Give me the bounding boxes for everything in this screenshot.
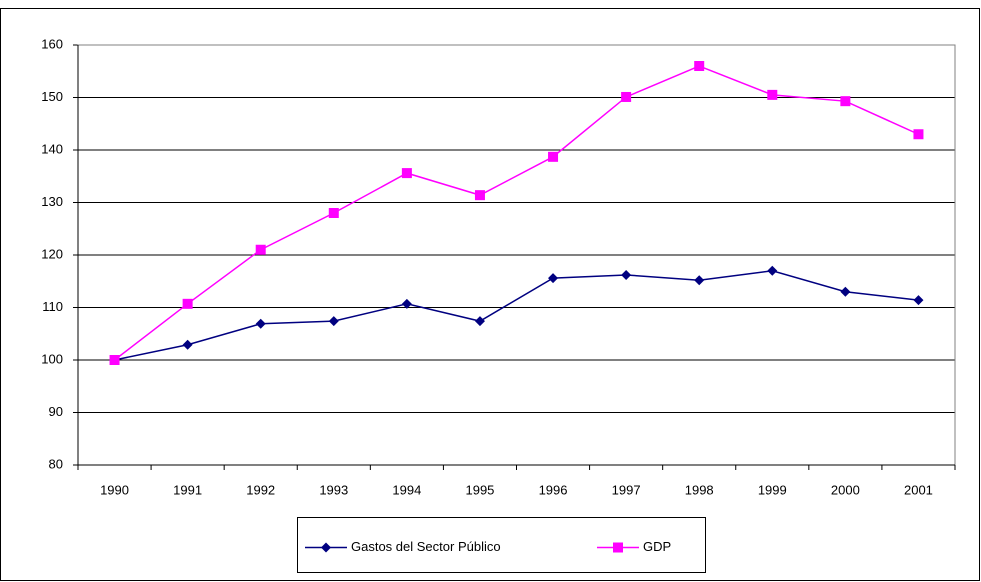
data-point xyxy=(255,244,266,255)
legend xyxy=(297,517,706,573)
x-tick-label: 1990 xyxy=(100,482,129,497)
y-tick-label: 100 xyxy=(41,351,63,366)
data-point xyxy=(840,286,851,297)
data-point xyxy=(621,91,632,102)
data-point xyxy=(621,269,632,280)
data-point xyxy=(548,151,559,162)
y-tick-label: 130 xyxy=(41,194,63,209)
legend-marker xyxy=(613,542,623,553)
y-tick-label: 120 xyxy=(41,246,63,261)
y-tick-label: 160 xyxy=(41,36,63,51)
data-point xyxy=(767,265,778,276)
y-tick-label: 140 xyxy=(41,141,63,156)
data-point xyxy=(328,316,339,327)
data-point xyxy=(182,298,193,309)
data-point xyxy=(109,355,120,365)
x-tick-label: 1991 xyxy=(173,482,202,497)
legend-label: GDP xyxy=(643,539,671,554)
data-point xyxy=(182,339,193,350)
data-point xyxy=(840,96,851,107)
chart-frame xyxy=(0,8,980,581)
data-point xyxy=(913,295,924,306)
series-line xyxy=(114,65,919,361)
data-point xyxy=(255,318,266,329)
data-point xyxy=(474,316,485,327)
data-point xyxy=(474,190,485,201)
x-tick-label: 1998 xyxy=(685,482,714,497)
data-point xyxy=(548,273,559,284)
data-point xyxy=(913,129,924,140)
x-tick-label: 1999 xyxy=(758,482,787,497)
x-tick-label: 1997 xyxy=(612,482,641,497)
x-tick-label: 1992 xyxy=(246,482,275,497)
y-tick-label: 90 xyxy=(49,404,63,419)
legend-label: Gastos del Sector Público xyxy=(351,539,501,554)
data-point xyxy=(401,298,412,309)
legend-marker xyxy=(321,542,331,553)
x-tick-label: 1994 xyxy=(392,482,421,497)
data-point xyxy=(401,168,412,179)
x-tick-label: 2000 xyxy=(831,482,860,497)
y-tick-label: 80 xyxy=(49,456,63,471)
x-tick-label: 1995 xyxy=(465,482,494,497)
data-point xyxy=(328,208,339,218)
data-point xyxy=(694,61,705,71)
y-tick-label: 150 xyxy=(41,89,63,104)
x-tick-label: 2001 xyxy=(904,482,933,497)
data-point xyxy=(694,275,705,286)
y-tick-label: 110 xyxy=(42,299,63,314)
data-point xyxy=(767,89,778,100)
series-line xyxy=(114,269,919,361)
x-tick-label: 1993 xyxy=(319,482,348,497)
x-tick-label: 1996 xyxy=(539,482,568,497)
